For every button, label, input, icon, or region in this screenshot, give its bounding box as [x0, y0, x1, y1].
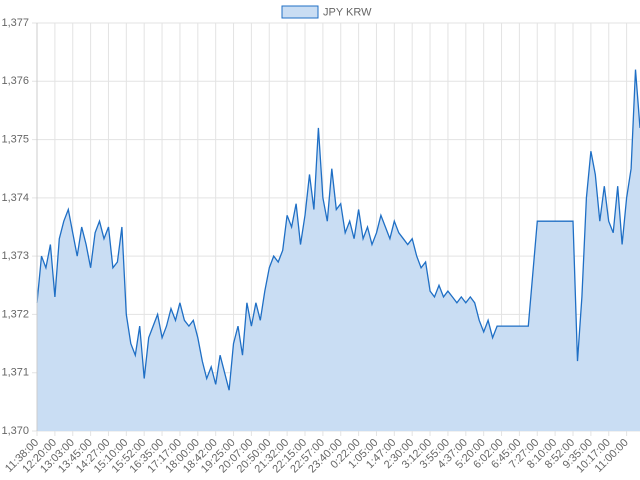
legend-swatch — [281, 5, 319, 19]
y-tick-label: 1,371 — [1, 367, 29, 379]
y-tick-label: 1,370 — [1, 425, 29, 437]
y-tick-label: 1,375 — [1, 133, 29, 145]
y-tick-label: 1,372 — [1, 308, 29, 320]
line — [36, 69, 640, 391]
y-tick-label: 1,376 — [1, 75, 29, 87]
y-tick-label: 1,373 — [1, 250, 29, 262]
y-tick-label: 1,374 — [1, 192, 29, 204]
legend: JPY KRW — [281, 5, 372, 19]
area — [37, 69, 640, 431]
y-tick-label: 1,377 — [1, 17, 29, 29]
legend-label: JPY KRW — [323, 6, 372, 18]
